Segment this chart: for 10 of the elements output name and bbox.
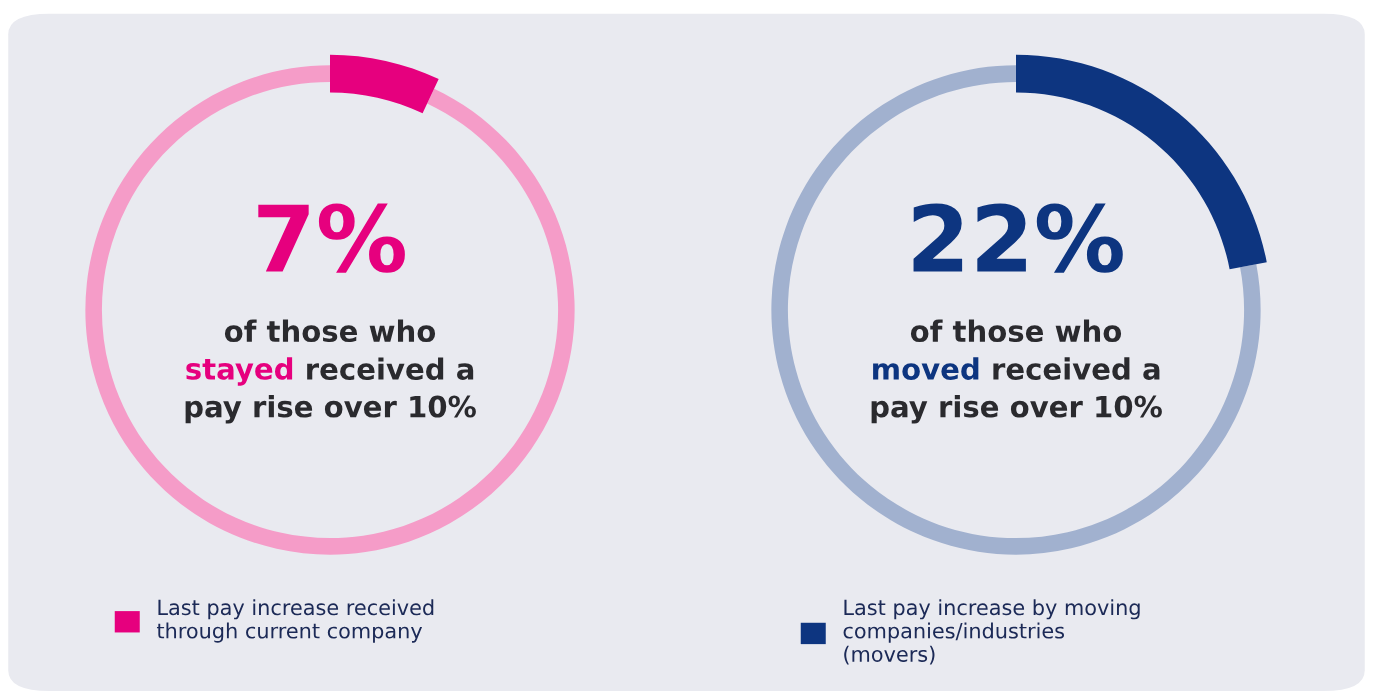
legend-label: Last pay increase received through current company [156, 599, 434, 643]
text: pay rise over 10% [185, 395, 476, 424]
text: moved received a [873, 357, 1160, 380]
data-label: 22% [913, 203, 1123, 273]
text: pay rise over 10% [871, 395, 1162, 424]
text: stayed received a [186, 357, 474, 386]
text: of those who [224, 319, 436, 343]
legend-label: Last pay increase by moving companies/industries (movers) [843, 599, 1140, 665]
text: of those who [910, 319, 1122, 343]
data-label: 7% [258, 203, 405, 273]
